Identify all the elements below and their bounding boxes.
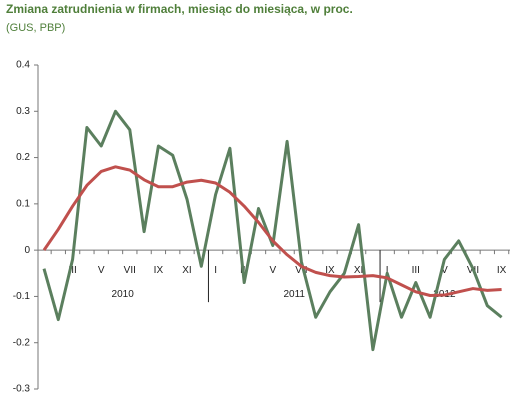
x-tick-label: IX [154, 265, 164, 276]
x-tick-label: V [269, 265, 276, 276]
y-tick-label: 0.1 [16, 198, 30, 209]
x-tick-label: XI [354, 265, 363, 276]
y-tick-label: -0.1 [13, 291, 31, 302]
year-label: 2010 [112, 289, 135, 300]
chart-title: Zmiana zatrudnienia w firmach, miesiąc d… [6, 2, 353, 16]
x-tick-label: IX [497, 265, 507, 276]
x-tick-label: V [441, 265, 448, 276]
x-tick-label: III [412, 265, 420, 276]
x-tick-label: V [98, 265, 105, 276]
y-tick-label: 0.2 [16, 152, 30, 163]
series-line [42, 165, 502, 298]
year-label: 2011 [283, 289, 305, 300]
y-tick-label: 0 [24, 245, 30, 256]
x-tick-label: I [214, 265, 217, 276]
x-tick-label: VII [124, 265, 136, 276]
x-tick-label: I [386, 265, 389, 276]
chart-subtitle: (GUS, PBP) [6, 22, 65, 34]
y-tick-label: 0.3 [16, 106, 30, 117]
x-tick-label: IX [325, 265, 335, 276]
series-line [42, 109, 503, 352]
x-tick-label: III [68, 265, 76, 276]
x-tick-label: XI [182, 265, 191, 276]
y-tick-label: -0.2 [13, 337, 31, 348]
y-tick-label: -0.3 [13, 384, 31, 395]
y-tick-label: 0.4 [16, 60, 30, 71]
x-tick-label: VII [295, 265, 307, 276]
